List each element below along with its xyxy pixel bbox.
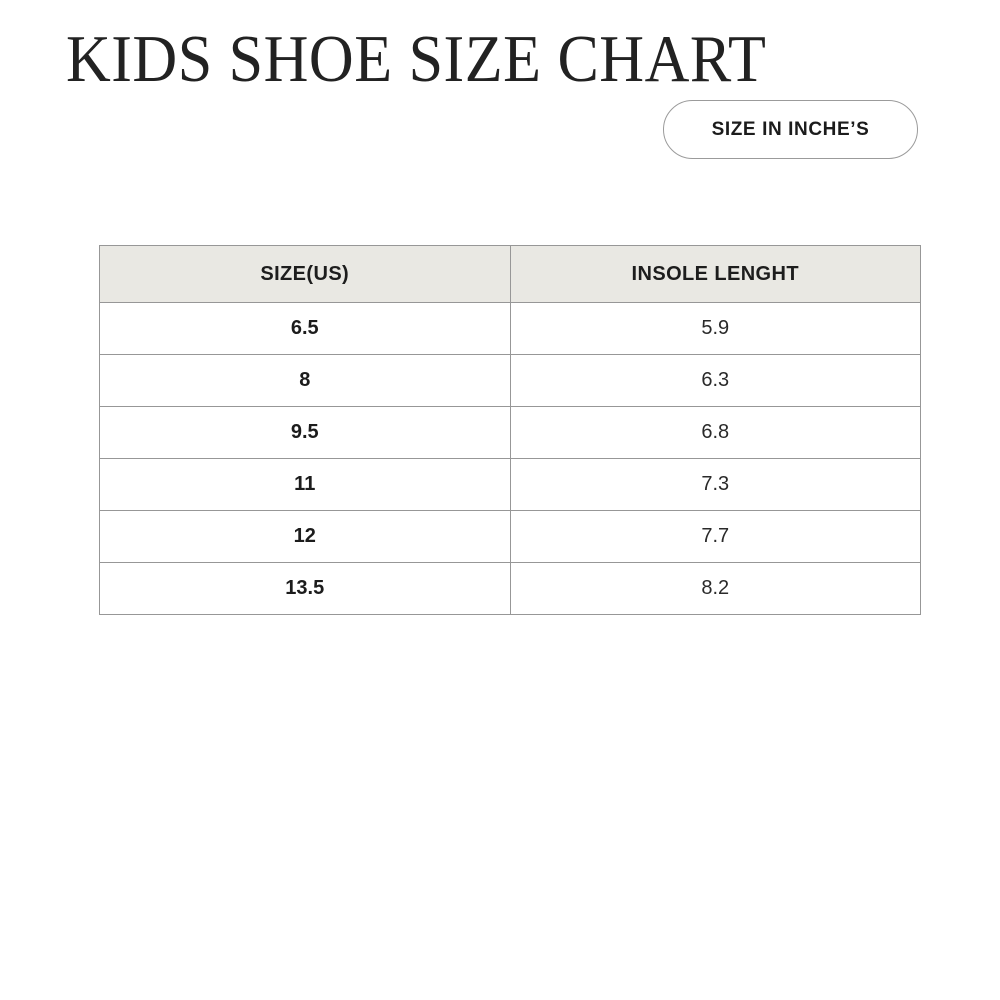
table-row: 13.5 8.2 (99, 562, 921, 615)
table-row: 9.5 6.8 (99, 406, 921, 459)
table-header-row: SIZE(US) INSOLE LENGHT (99, 245, 921, 303)
column-header-size-us: SIZE(US) (99, 245, 511, 303)
size-unit-badge[interactable]: SIZE IN INCHE’S (663, 100, 918, 159)
size-us-cell: 12 (99, 510, 511, 563)
table-row: 6.5 5.9 (99, 302, 921, 355)
table-row: 11 7.3 (99, 458, 921, 511)
table-body: 6.5 5.9 8 6.3 9.5 6.8 11 7.3 12 7.7 13.5 8.2 (99, 302, 921, 615)
insole-length-cell: 8.2 (509, 562, 921, 615)
page-title: KIDS SHOE SIZE CHART (66, 22, 767, 97)
insole-length-cell: 5.9 (509, 302, 921, 355)
size-us-cell: 11 (99, 458, 511, 511)
column-header-insole-length: INSOLE LENGHT (509, 245, 921, 303)
size-unit-badge-label: SIZE IN INCHE’S (711, 118, 870, 140)
size-chart-table: SIZE(US) INSOLE LENGHT 6.5 5.9 8 6.3 9.5 6.8 1… (99, 245, 921, 615)
insole-length-cell: 7.7 (509, 510, 921, 563)
table-header: SIZE(US) INSOLE LENGHT (99, 245, 921, 303)
size-us-cell: 6.5 (99, 302, 511, 355)
size-us-cell: 13.5 (99, 562, 511, 615)
size-us-cell: 8 (99, 354, 511, 407)
size-us-cell: 9.5 (99, 406, 511, 459)
insole-length-cell: 7.3 (509, 458, 921, 511)
table-row: 12 7.7 (99, 510, 921, 563)
insole-length-cell: 6.3 (509, 354, 921, 407)
insole-length-cell: 6.8 (509, 406, 921, 459)
table-row: 8 6.3 (99, 354, 921, 407)
